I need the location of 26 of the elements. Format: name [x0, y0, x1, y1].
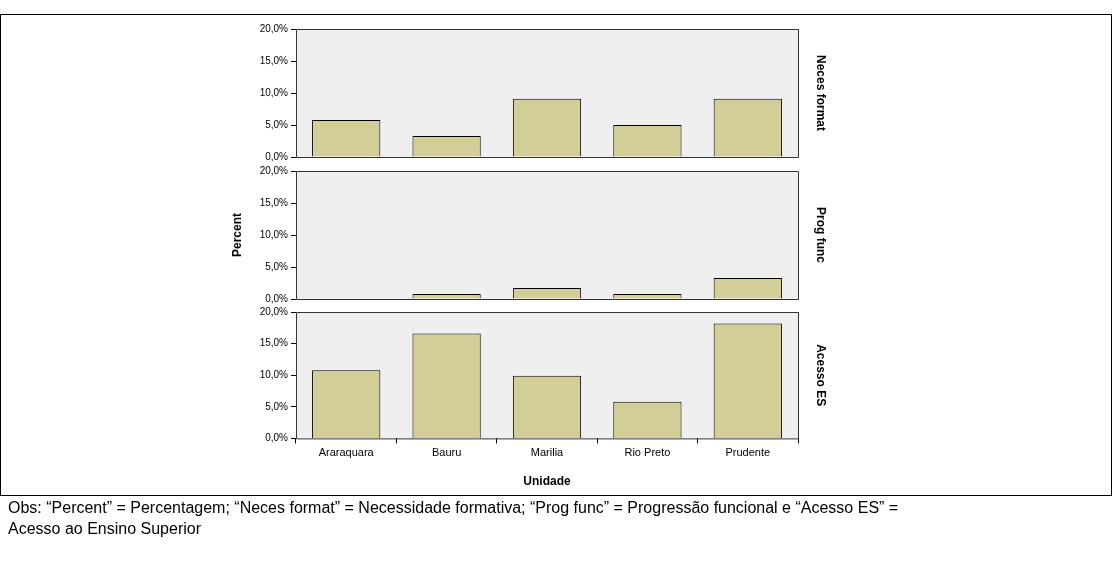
x-tick-label: Marilia [530, 446, 565, 459]
y2-axis-title: Prog func [813, 207, 828, 264]
y-tick-label: 15,0% [259, 337, 289, 349]
x-tick-label: Rio Preto [624, 446, 671, 459]
x-axis-title: Unidade [523, 474, 571, 489]
y-tick-label: 10,0% [259, 368, 289, 380]
y2-axis-title: Acesso ES [813, 344, 828, 407]
x-tick-label: Prudente [725, 446, 771, 459]
y-tick-label: 0,0% [265, 150, 289, 162]
y-tick-label: 15,0% [259, 196, 289, 208]
y-tick-label: 5,0% [265, 400, 289, 412]
y-tick-label: 0,0% [265, 292, 289, 304]
y-tick-label: 5,0% [265, 260, 289, 272]
x-tick-label: Araraquara [318, 446, 375, 459]
y-tick-label: 20,0% [259, 164, 289, 176]
y-tick-label: 0,0% [265, 432, 289, 444]
y-tick-label: 20,0% [259, 22, 289, 34]
y2-axis-title: Neces format [813, 54, 828, 132]
text: Obs: “Percent” = Percentagem; “Neces format” = Necessidade formativa; “Prog func” = Progressão funcional e “Acesso ES” = Acesso ao Ensino Superior [8, 498, 900, 539]
y-axis-title: Percent [230, 212, 245, 258]
y-tick-label: 10,0% [259, 86, 289, 98]
x-tick-label: Bauru [431, 446, 462, 459]
y-tick-label: 20,0% [259, 305, 289, 317]
y-tick-label: 10,0% [259, 228, 289, 240]
y-tick-label: 15,0% [259, 54, 289, 66]
y-tick-label: 5,0% [265, 118, 289, 130]
